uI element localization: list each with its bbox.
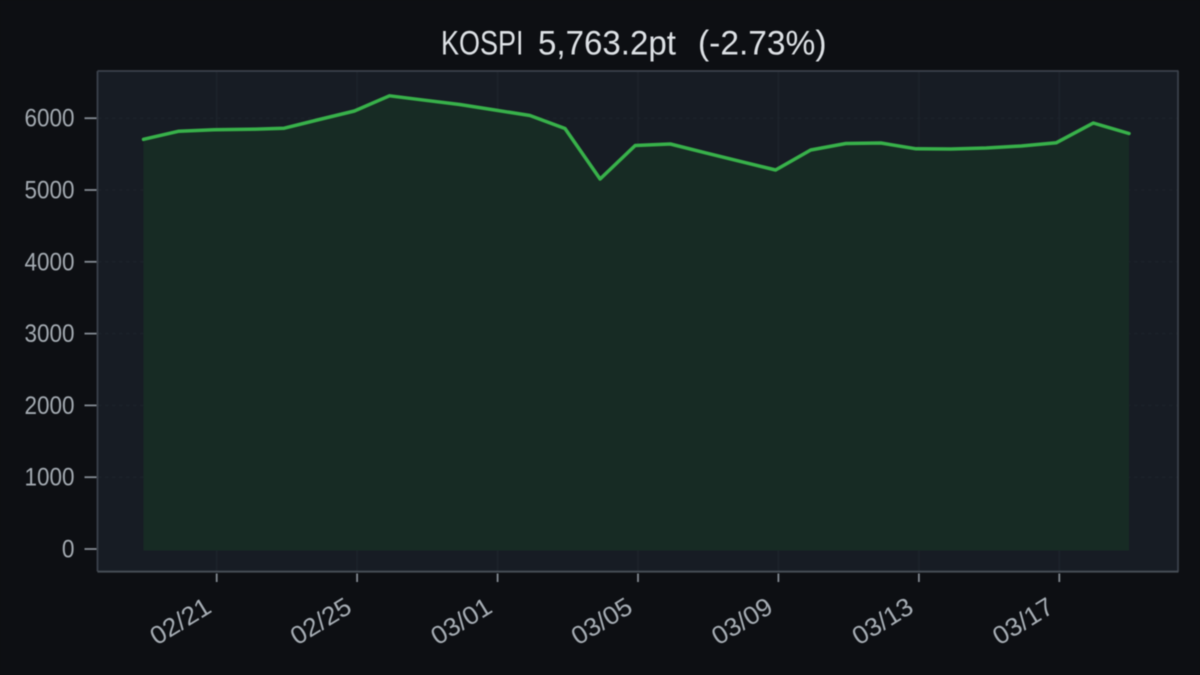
svg-text:2000: 2000	[25, 392, 75, 420]
svg-text:1000: 1000	[25, 464, 75, 492]
svg-text:KOSPI: KOSPI	[441, 24, 524, 62]
svg-text:(-2.73%): (-2.73%)	[698, 24, 827, 62]
svg-text:3000: 3000	[25, 320, 75, 348]
svg-text:6000: 6000	[25, 105, 75, 133]
svg-text:0: 0	[62, 536, 75, 564]
svg-text:5,763.2pt: 5,763.2pt	[538, 24, 676, 62]
svg-text:5000: 5000	[25, 177, 75, 205]
svg-text:4000: 4000	[25, 248, 75, 276]
